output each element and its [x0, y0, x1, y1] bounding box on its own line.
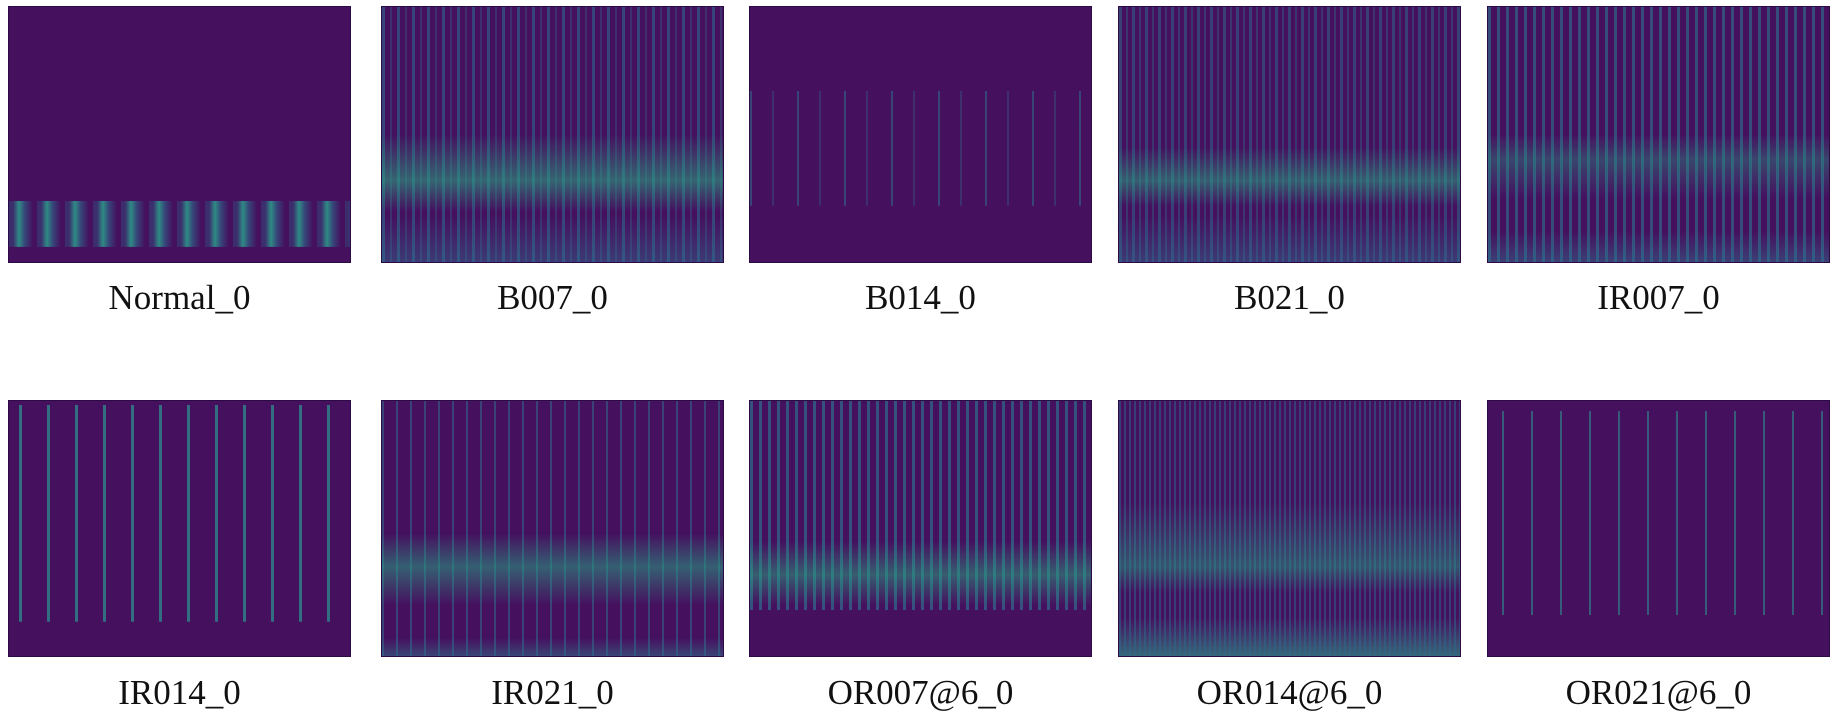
- scalogram: [8, 400, 351, 657]
- panel-label: Normal_0: [108, 278, 251, 317]
- panel-label: IR007_0: [1597, 278, 1720, 317]
- scalogram: [381, 400, 724, 657]
- panel-label: B007_0: [497, 278, 608, 317]
- panel-label: B014_0: [865, 278, 976, 317]
- scalogram: [8, 6, 351, 263]
- panel-label: OR014@6_0: [1196, 673, 1383, 712]
- panel-label: OR007@6_0: [827, 673, 1014, 712]
- panel-label: B021_0: [1234, 278, 1345, 317]
- scalogram: [1487, 400, 1830, 657]
- scalogram: [1118, 400, 1461, 657]
- panel-label: IR014_0: [118, 673, 241, 712]
- scalogram: [749, 6, 1092, 263]
- panel-label: OR021@6_0: [1565, 673, 1752, 712]
- scalogram: [381, 6, 724, 263]
- scalogram: [1118, 6, 1461, 263]
- panel-label: IR021_0: [491, 673, 614, 712]
- scalogram: [1487, 6, 1830, 263]
- scalogram: [749, 400, 1092, 657]
